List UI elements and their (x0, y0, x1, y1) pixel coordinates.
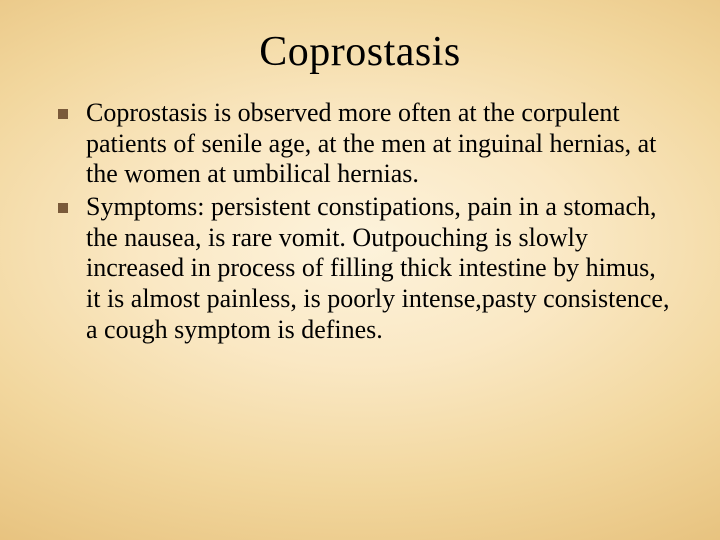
slide-title: Coprostasis (44, 28, 676, 76)
list-item: Coprostasis is observed more often at th… (44, 98, 676, 190)
list-item: Symptoms: persistent constipations, pain… (44, 192, 676, 345)
slide: Coprostasis Coprostasis is observed more… (0, 0, 720, 540)
bullet-list: Coprostasis is observed more often at th… (44, 98, 676, 345)
